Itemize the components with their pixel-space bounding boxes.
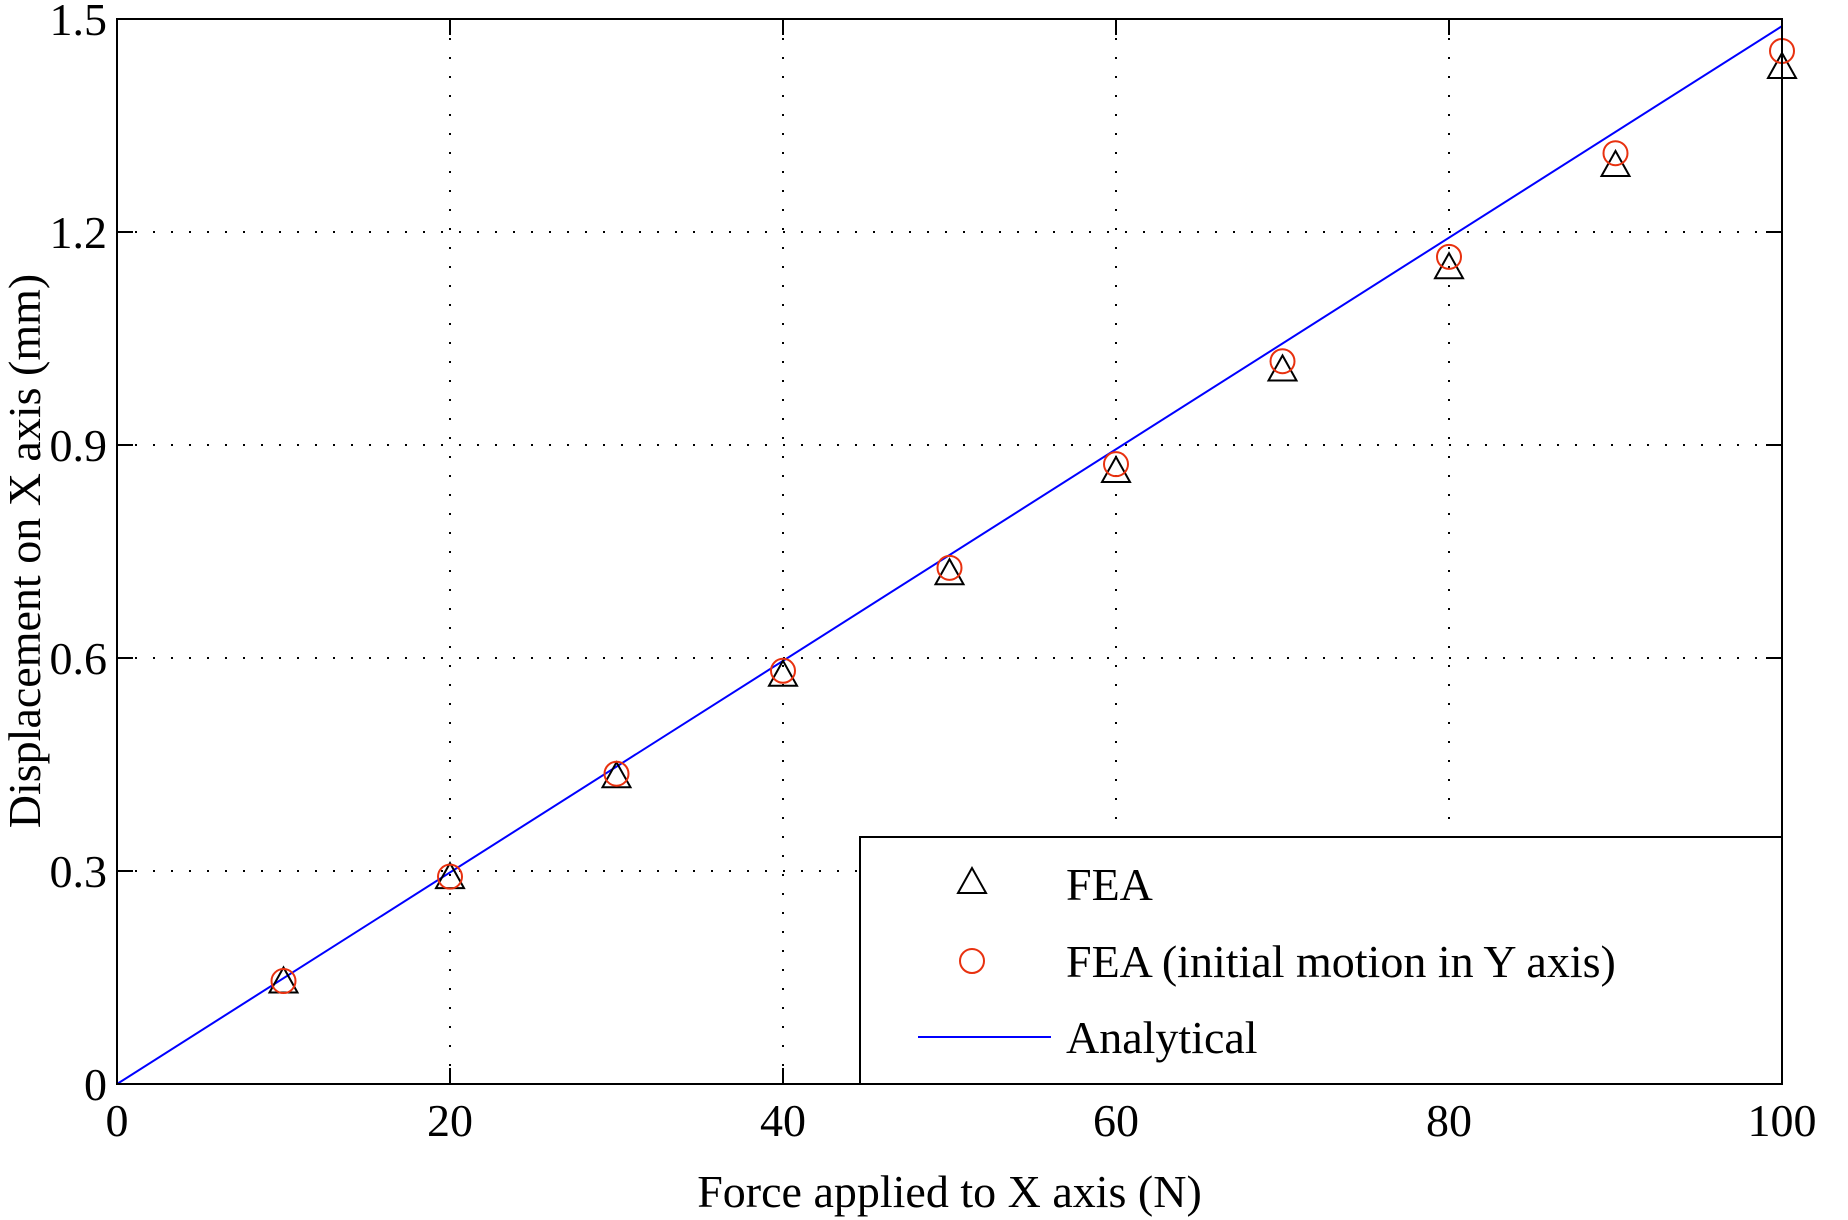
y-axis-label: Displacement on X axis (mm) [0, 274, 50, 828]
y-tick-label: 0 [84, 1059, 107, 1110]
fea-y-circle-point [1602, 140, 1629, 167]
fea-triangle-point [1100, 454, 1132, 483]
fea-y-circle-point [270, 968, 297, 995]
x-tick-label: 0 [106, 1095, 129, 1146]
fea-y-circle-point [1103, 451, 1129, 478]
x-tick-label: 20 [427, 1095, 473, 1146]
y-tick-label: 1.2 [50, 207, 108, 258]
fea-triangle-point [933, 557, 966, 586]
legend-label-fea-y: FEA (initial motion in Y axis) [1066, 936, 1616, 987]
x-tick-label: 100 [1748, 1095, 1817, 1146]
y-tick-label: 0.6 [50, 633, 108, 684]
fea-y-circle-point [437, 863, 463, 890]
x-tick-label: 80 [1426, 1095, 1472, 1146]
x-tick-label: 40 [760, 1095, 806, 1146]
fea-y-circle-point [770, 657, 796, 684]
fea-y-circle-point [1269, 348, 1296, 375]
fea-y-circle-point [936, 554, 963, 581]
legend: FEA FEA (initial motion in Y axis) Analy… [859, 836, 1783, 1085]
fea-triangle-point [767, 658, 799, 687]
ticks: 0 20 40 60 80 100 0 0.3 0.6 0.9 1.2 1.5 [50, 0, 1817, 1146]
legend-label-analytical: Analytical [1066, 1012, 1258, 1063]
y-tick-label: 0.9 [50, 420, 108, 471]
x-axis-label: Force applied to X axis (N) [697, 1166, 1202, 1217]
fea-y-circle-point [603, 760, 630, 787]
fea-triangle-point [600, 760, 633, 789]
fea-y-circle-point [1436, 243, 1462, 270]
series-layer [116, 25, 1798, 1085]
fea-triangle-point [1433, 251, 1465, 280]
fea-triangle-point [1599, 148, 1632, 177]
legend-label-fea: FEA [1066, 859, 1153, 910]
y-tick-label: 1.5 [50, 0, 108, 45]
legend-box [859, 836, 1783, 1085]
legend-triangle-icon [956, 865, 988, 894]
fea-triangle-point [1266, 353, 1299, 382]
y-tick-label: 0.3 [50, 846, 108, 897]
legend-circle-icon [959, 948, 985, 974]
x-tick-label: 60 [1093, 1095, 1139, 1146]
